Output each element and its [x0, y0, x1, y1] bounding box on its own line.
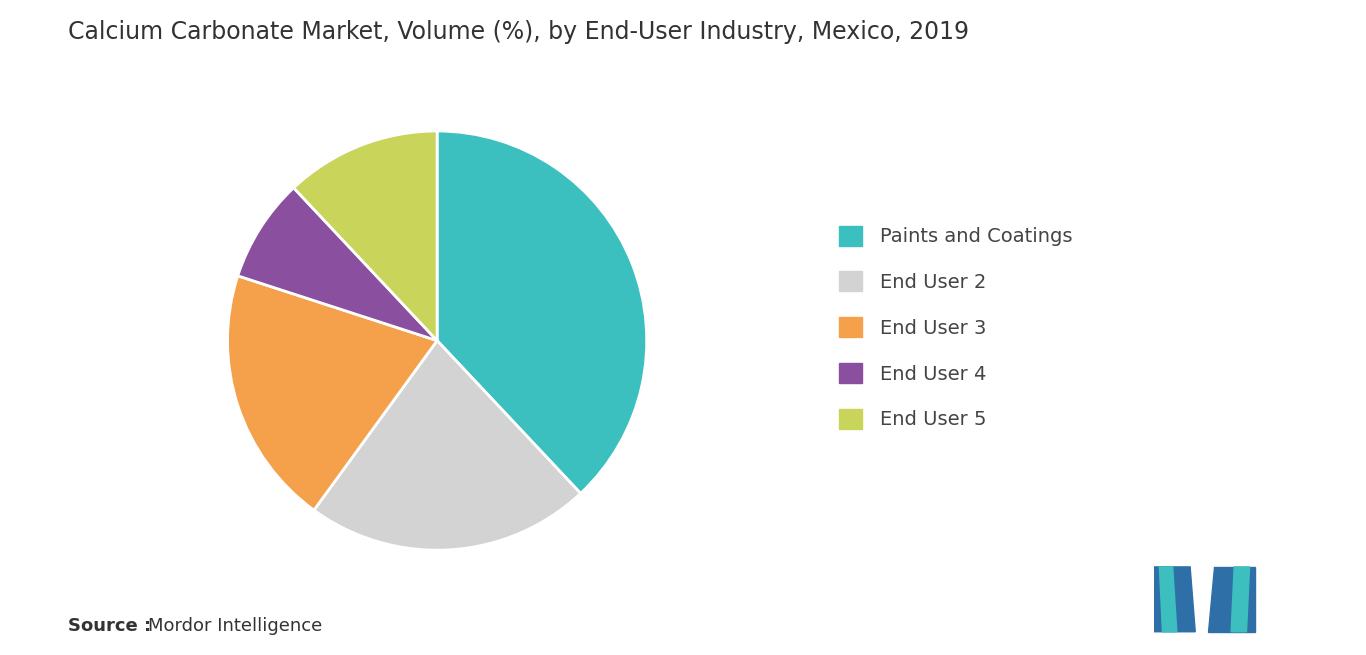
Legend: Paints and Coatings, End User 2, End User 3, End User 4, End User 5: Paints and Coatings, End User 2, End Use…: [829, 216, 1082, 439]
Wedge shape: [238, 188, 437, 341]
Wedge shape: [314, 341, 581, 550]
Text: Source :: Source :: [68, 618, 152, 635]
Wedge shape: [437, 131, 646, 493]
Polygon shape: [1208, 567, 1254, 631]
Wedge shape: [294, 131, 437, 341]
Text: Calcium Carbonate Market, Volume (%), by End-User Industry, Mexico, 2019: Calcium Carbonate Market, Volume (%), by…: [68, 20, 970, 44]
Polygon shape: [1154, 567, 1195, 631]
Text: Mordor Intelligence: Mordor Intelligence: [148, 618, 322, 635]
Polygon shape: [1231, 567, 1250, 631]
Polygon shape: [1160, 567, 1177, 631]
Wedge shape: [228, 276, 437, 510]
